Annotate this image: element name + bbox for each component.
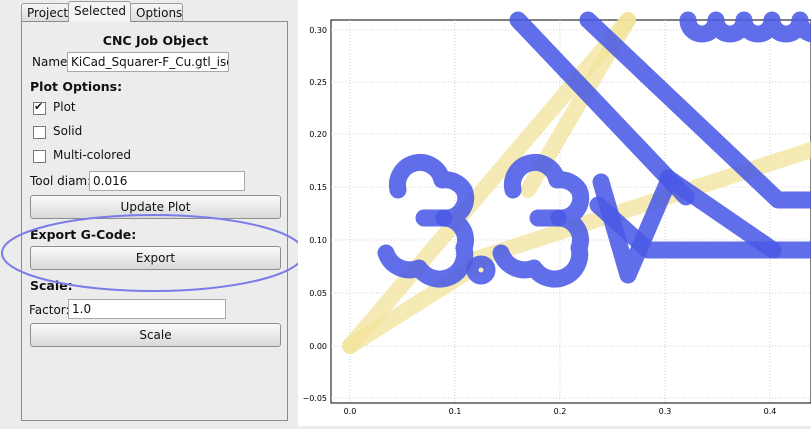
multicolored-checkbox[interactable] (33, 150, 46, 163)
solid-label: Solid (53, 124, 83, 138)
y-tick-label: −0.05 (302, 394, 327, 403)
y-tick-label: 0.30 (309, 26, 327, 35)
y-tick-label: 0.05 (309, 289, 327, 298)
export-button[interactable]: Export (30, 246, 281, 270)
panel-title: CNC Job Object (102, 33, 209, 48)
checkmark-icon: ✔ (34, 100, 44, 113)
export-heading: Export G-Code: (30, 227, 137, 242)
y-tick-label: 0.20 (309, 130, 327, 139)
tool-diam-label: Tool diam: (30, 174, 92, 188)
y-tick-label: 0.10 (309, 236, 327, 245)
factor-label: Factor: (29, 303, 70, 317)
x-tick-label: 0.2 (554, 407, 567, 416)
left-panel: Project Selected Options CNC Job Object … (0, 0, 305, 426)
y-tick-label: 0.25 (309, 78, 327, 87)
tool-diam-field[interactable]: 0.016 (89, 171, 245, 191)
tab-selected[interactable]: Selected (68, 1, 131, 22)
x-tick-label: 0.3 (659, 407, 672, 416)
scale-button[interactable]: Scale (30, 323, 281, 347)
solid-checkbox[interactable] (33, 126, 46, 139)
highlight-ellipse (1, 214, 305, 292)
name-label: Name: (32, 55, 72, 69)
toolpaths (377, 11, 811, 288)
y-tick-label: 0.00 (309, 342, 327, 351)
name-field[interactable]: KiCad_Squarer-F_Cu.gtl_iso. (67, 52, 229, 72)
scale-heading: Scale: (30, 278, 73, 293)
plot-options-heading: Plot Options: (30, 79, 123, 94)
x-tick-label: 0.4 (764, 407, 777, 416)
x-tick-label: 0.0 (344, 407, 357, 416)
plot-svg: 0.0 0.1 0.2 0.3 0.4 0.30 0.25 0.20 0.15 … (302, 11, 811, 416)
plot-canvas[interactable]: 0.0 0.1 0.2 0.3 0.4 0.30 0.25 0.20 0.15 … (298, 0, 811, 426)
y-tick-label: 0.15 (309, 183, 327, 192)
plot-checkbox[interactable]: ✔ (33, 100, 46, 115)
factor-field[interactable]: 1.0 (68, 299, 226, 319)
x-tick-label: 0.1 (449, 407, 462, 416)
multicolored-label: Multi-colored (53, 148, 131, 162)
plot-label: Plot (53, 100, 76, 114)
